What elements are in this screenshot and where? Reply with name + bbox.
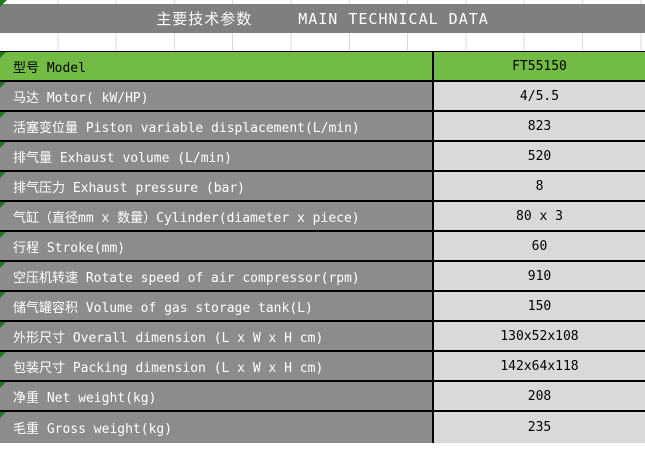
cell-error-triangle <box>0 262 6 268</box>
spec-value-cell: 208 <box>434 382 645 410</box>
cell-error-triangle <box>0 0 7 7</box>
spec-label-cell: 型号 Model <box>0 52 434 80</box>
spec-value: 150 <box>527 298 552 314</box>
spec-label: 气缸（直径mm x 数量）Cylinder(diameter x piece) <box>13 210 360 226</box>
table-row: 储气罐容积 Volume of gas storage tank(L) 150 <box>0 292 645 322</box>
cell-error-triangle <box>0 172 6 178</box>
table-row: 净重 Net weight(kg) 208 <box>0 382 645 412</box>
cell-error-triangle <box>0 112 6 118</box>
spec-label-cell: 马达 Motor( kW/HP) <box>0 82 434 110</box>
spec-value: 80 x 3 <box>516 208 563 224</box>
table-row: 外形尺寸 Overall dimension (L x W x H cm) 13… <box>0 322 645 352</box>
spec-value-cell: 130x52x108 <box>434 322 645 350</box>
spec-label: 储气罐容积 Volume of gas storage tank(L) <box>13 300 313 316</box>
spec-label: 排气压力 Exhaust pressure (bar) <box>13 180 246 196</box>
table-row: 气缸（直径mm x 数量）Cylinder(diameter x piece) … <box>0 202 645 232</box>
spec-value-cell: 150 <box>434 292 645 320</box>
spec-label: 活塞变位量 Piston variable displacement(L/min… <box>13 120 360 136</box>
spec-label: 净重 Net weight(kg) <box>13 390 157 406</box>
cell-error-triangle <box>0 142 6 148</box>
sheet-top-strip <box>0 0 645 7</box>
cell-error-triangle <box>0 382 6 388</box>
spec-label-cell: 空压机转速 Rotate speed of air compressor(rpm… <box>0 262 434 290</box>
spec-label-cell: 包装尺寸 Packing dimension (L x W x H cm) <box>0 352 434 380</box>
spec-label: 马达 Motor( kW/HP) <box>13 90 149 106</box>
table-row: 包装尺寸 Packing dimension (L x W x H cm) 14… <box>0 352 645 382</box>
spec-value-cell: 910 <box>434 262 645 290</box>
table-row: 毛重 Gross weight(kg) 235 <box>0 412 645 443</box>
spec-value: 520 <box>527 148 552 164</box>
cell-error-triangle <box>0 322 6 328</box>
cell-error-triangle <box>0 232 6 238</box>
spec-value: FT55150 <box>512 58 567 74</box>
spec-value: 130x52x108 <box>500 328 579 344</box>
table-row: 排气压力 Exhaust pressure (bar) 8 <box>0 172 645 202</box>
spec-value: 823 <box>527 118 552 134</box>
spec-value-cell: 8 <box>434 172 645 200</box>
cell-error-triangle <box>0 202 6 208</box>
spec-value: 235 <box>527 420 552 435</box>
spec-value: 60 <box>531 238 548 254</box>
table-row: 行程 Stroke(mm) 60 <box>0 232 645 262</box>
spec-table: 型号 Model FT55150 马达 Motor( kW/HP) 4/5.5 … <box>0 51 645 443</box>
spec-label-cell: 毛重 Gross weight(kg) <box>0 412 434 443</box>
table-row: 排气量 Exhaust volume (L/min) 520 <box>0 142 645 172</box>
spec-value: 142x64x118 <box>500 358 579 374</box>
table-row: 马达 Motor( kW/HP) 4/5.5 <box>0 82 645 112</box>
spec-label-cell: 排气量 Exhaust volume (L/min) <box>0 142 434 170</box>
spec-label: 型号 Model <box>13 60 86 76</box>
spec-value-cell: 60 <box>434 232 645 260</box>
spec-label: 排气量 Exhaust volume (L/min) <box>13 150 233 166</box>
title-english: MAIN TECHNICAL DATA <box>298 9 489 28</box>
title-chinese: 主要技术参数 <box>156 10 253 28</box>
spec-label-cell: 气缸（直径mm x 数量）Cylinder(diameter x piece) <box>0 202 434 230</box>
spec-label: 行程 Stroke(mm) <box>13 240 126 256</box>
table-row: 空压机转速 Rotate speed of air compressor(rpm… <box>0 262 645 292</box>
spec-label: 外形尺寸 Overall dimension (L x W x H cm) <box>13 330 324 346</box>
spec-value-cell: 4/5.5 <box>434 82 645 110</box>
spec-label: 毛重 Gross weight(kg) <box>13 422 173 437</box>
spec-label: 空压机转速 Rotate speed of air compressor(rpm… <box>13 270 360 286</box>
spec-value: 4/5.5 <box>519 88 560 104</box>
cell-error-triangle <box>0 352 6 358</box>
spec-value: 208 <box>527 388 552 404</box>
cell-error-triangle <box>0 412 6 418</box>
spec-value-cell: 823 <box>434 112 645 140</box>
spec-value: 910 <box>527 268 552 284</box>
spec-value-cell: 235 <box>434 412 645 443</box>
spec-label-cell: 外形尺寸 Overall dimension (L x W x H cm) <box>0 322 434 350</box>
title-bar: 主要技术参数 MAIN TECHNICAL DATA <box>0 4 645 33</box>
cell-error-triangle <box>0 82 6 88</box>
cell-error-triangle <box>0 52 6 58</box>
spec-label-cell: 活塞变位量 Piston variable displacement(L/min… <box>0 112 434 140</box>
spec-label-cell: 净重 Net weight(kg) <box>0 382 434 410</box>
spec-value-cell: 142x64x118 <box>434 352 645 380</box>
spec-value: 8 <box>535 178 544 194</box>
spec-value-cell: 80 x 3 <box>434 202 645 230</box>
cell-error-triangle <box>0 292 6 298</box>
spec-label-cell: 排气压力 Exhaust pressure (bar) <box>0 172 434 200</box>
spec-label: 包装尺寸 Packing dimension (L x W x H cm) <box>13 360 324 376</box>
spec-label-cell: 储气罐容积 Volume of gas storage tank(L) <box>0 292 434 320</box>
table-row: 活塞变位量 Piston variable displacement(L/min… <box>0 112 645 142</box>
table-row: 型号 Model FT55150 <box>0 52 645 82</box>
spec-value-cell: 520 <box>434 142 645 170</box>
empty-sheet-row <box>0 33 645 51</box>
spec-label-cell: 行程 Stroke(mm) <box>0 232 434 260</box>
spec-value-cell: FT55150 <box>434 52 645 80</box>
